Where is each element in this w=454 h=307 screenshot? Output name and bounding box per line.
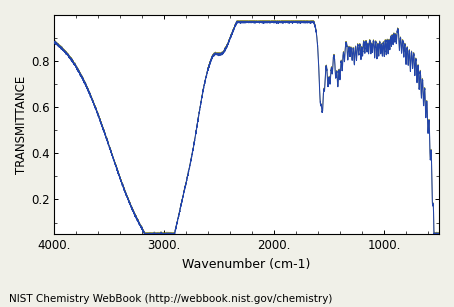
Y-axis label: TRANSMITTANCE: TRANSMITTANCE [15, 76, 28, 174]
Text: NIST Chemistry WebBook (http://webbook.nist.gov/chemistry): NIST Chemistry WebBook (http://webbook.n… [9, 294, 332, 304]
X-axis label: Wavenumber (cm-1): Wavenumber (cm-1) [183, 258, 311, 270]
